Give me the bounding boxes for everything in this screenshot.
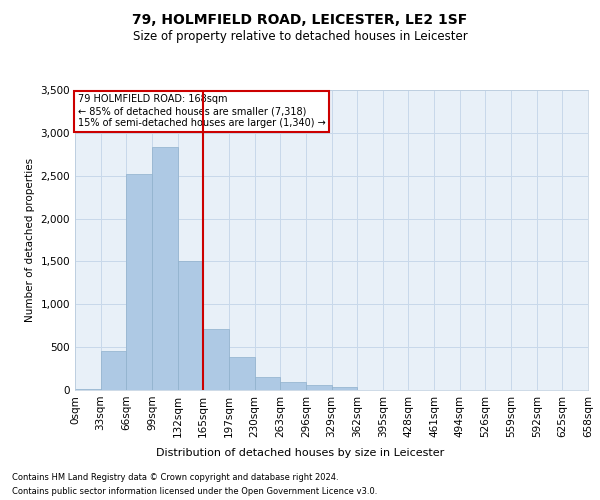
Text: Contains HM Land Registry data © Crown copyright and database right 2024.: Contains HM Land Registry data © Crown c…: [12, 472, 338, 482]
Bar: [331, 386, 357, 390]
Text: 79 HOLMFIELD ROAD: 168sqm
← 85% of detached houses are smaller (7,318)
15% of se: 79 HOLMFIELD ROAD: 168sqm ← 85% of detac…: [77, 94, 325, 128]
Bar: [152, 148, 178, 390]
Bar: [254, 377, 280, 390]
Bar: [75, 389, 101, 390]
Bar: [203, 329, 229, 390]
Bar: [101, 352, 127, 390]
Text: 79, HOLMFIELD ROAD, LEICESTER, LE2 1SF: 79, HOLMFIELD ROAD, LEICESTER, LE2 1SF: [133, 12, 467, 26]
Text: Contains public sector information licensed under the Open Government Licence v3: Contains public sector information licen…: [12, 486, 377, 496]
Y-axis label: Number of detached properties: Number of detached properties: [25, 158, 35, 322]
Text: Size of property relative to detached houses in Leicester: Size of property relative to detached ho…: [133, 30, 467, 43]
Text: Distribution of detached houses by size in Leicester: Distribution of detached houses by size …: [156, 448, 444, 458]
Bar: [229, 356, 254, 390]
Bar: [178, 260, 203, 390]
Bar: [127, 174, 152, 390]
Bar: [306, 385, 331, 390]
Bar: [280, 382, 306, 390]
